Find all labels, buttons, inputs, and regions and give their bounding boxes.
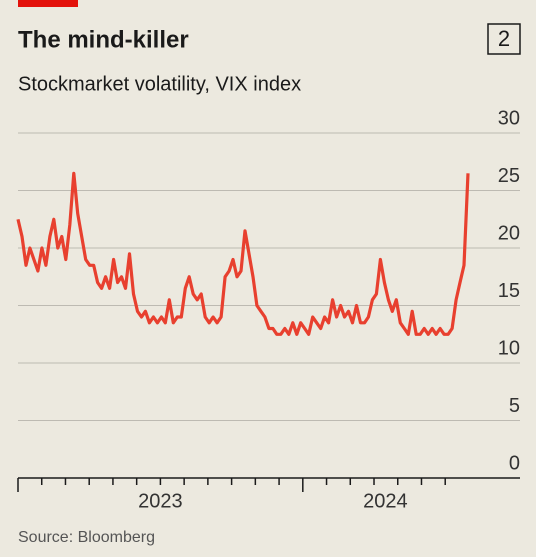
chart-number: 2 — [498, 26, 510, 51]
chart-number-box — [487, 23, 521, 55]
y-tick-label: 25 — [498, 165, 520, 187]
x-tick-label: 2024 — [363, 490, 408, 512]
y-tick-label: 30 — [498, 107, 520, 129]
vix-line — [16, 171, 470, 336]
chart-subtitle: Stockmarket volatility, VIX index — [18, 73, 301, 95]
y-tick-label: 5 — [509, 395, 520, 417]
brand-bar — [18, 0, 78, 7]
chart-title: The mind-killer — [18, 26, 189, 53]
source: Source: Bloomberg — [18, 529, 155, 546]
y-tick-label: 0 — [509, 452, 520, 474]
y-tick-label: 15 — [498, 280, 520, 302]
x-tick-label: 2023 — [138, 490, 183, 512]
y-tick-label: 20 — [498, 222, 520, 244]
y-tick-label: 10 — [498, 337, 520, 359]
